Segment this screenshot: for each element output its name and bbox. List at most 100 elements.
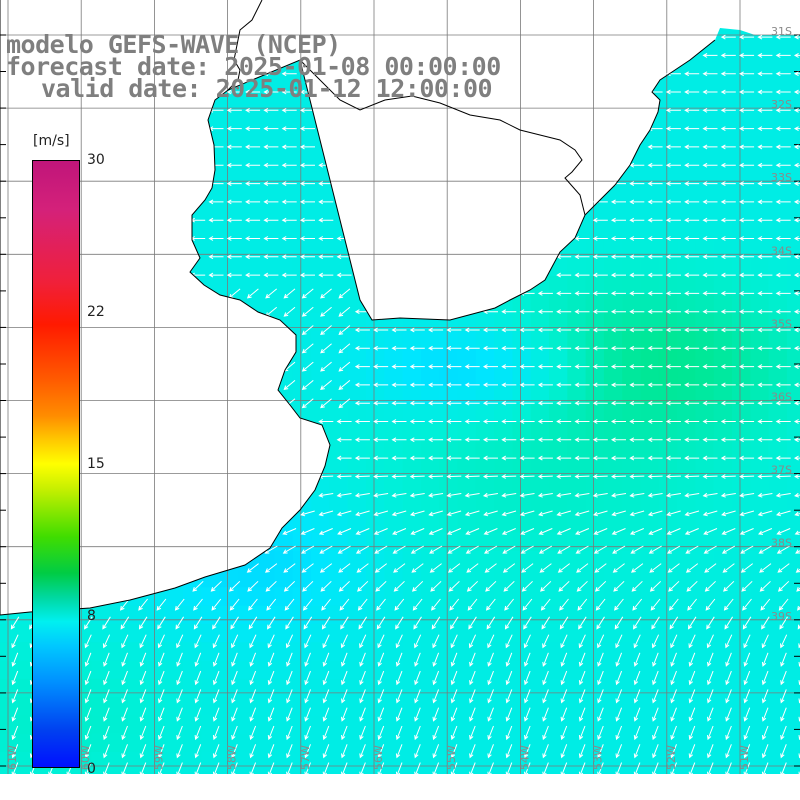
wind-arrow [757,89,773,95]
wind-arrow [354,437,370,443]
wind-arrow [538,528,553,535]
wind-arrow [630,563,644,573]
wind-arrow [705,598,716,611]
wind-arrow [519,382,535,388]
wind-arrow [226,236,242,241]
wind-arrow [592,217,608,223]
wind-arrow [592,455,608,461]
wind-arrow [670,634,678,649]
wind-arrow [615,670,623,686]
wind-arrow [501,419,517,424]
wind-arrow [610,400,626,406]
wind-arrow [281,236,297,241]
wind-arrow [578,725,586,741]
wind-arrow [666,528,681,535]
wind-arrow [611,528,626,535]
wind-arrow [629,199,645,205]
wind-arrow [757,34,773,40]
wind-arrow [702,181,718,186]
wind-arrow [301,361,314,372]
lat-label-38S: 38S [771,537,792,550]
wind-arrow [318,528,333,535]
wind-arrow [520,545,534,554]
wind-arrow [431,598,441,611]
lon-label-54W: 54W [518,745,531,770]
wind-arrow [592,236,608,241]
wind-arrow [596,616,605,630]
wind-arrow [469,652,476,667]
wind-arrow [597,744,604,759]
wind-arrow [501,455,517,461]
wind-arrow [739,382,755,388]
wind-arrow [537,437,553,443]
wind-arrow [521,580,533,592]
wind-arrow [395,634,403,649]
wind-arrow [373,474,389,479]
wind-arrow [615,652,623,667]
wind-arrow [613,580,625,592]
wind-arrow [341,689,348,704]
wind-arrow [139,707,147,722]
wind-arrow [556,382,572,388]
wind-arrow [267,689,275,704]
wind-arrow [538,510,553,517]
wind-arrow [501,510,517,517]
wind-arrow [684,309,700,315]
wind-arrow [556,290,572,296]
wind-arrow [702,419,718,424]
wind-arrow [793,89,800,95]
wind-arrow [720,492,736,498]
wind-arrow [469,725,476,741]
wind-arrow [721,528,736,535]
wind-arrow [720,34,736,40]
wind-arrow [263,217,279,223]
wind-arrow [281,107,297,113]
wind-arrow [414,652,421,667]
wind-arrow [450,707,458,722]
wind-arrow [84,634,92,649]
wind-arrow [285,616,294,630]
wind-arrow [226,107,242,113]
wind-arrow [578,762,586,777]
wind-arrow [410,528,425,535]
wind-arrow [176,689,183,704]
lon-label-59W: 59W [152,745,165,770]
wind-arrow [702,290,718,296]
wind-arrow [320,398,332,409]
wind-arrow [775,126,791,132]
wind-arrow [725,744,732,759]
wind-arrow [281,217,297,223]
wind-arrow [687,598,697,611]
wind-arrow [720,53,736,58]
wind-arrow [556,364,572,369]
wind-arrow [299,181,315,186]
wind-arrow [649,563,662,573]
wind-arrow [338,343,351,354]
wind-arrow [482,455,498,461]
wind-arrow [355,510,370,517]
wind-arrow [484,563,497,573]
wind-arrow [304,744,311,759]
wind-arrow [757,345,773,351]
wind-arrow [684,528,699,535]
wind-arrow [574,272,590,278]
wind-arrow [702,162,718,168]
wind-arrow [684,254,700,260]
wind-arrow [301,288,314,299]
wind-arrow [448,580,460,592]
wind-arrow [757,254,773,260]
wind-arrow [464,364,480,369]
wind-arrow [194,634,202,649]
wind-arrow [757,181,773,186]
wind-arrow [482,437,498,443]
wind-arrow [103,707,110,722]
wind-arrow [775,236,791,241]
wind-arrow [228,580,241,592]
wind-arrow [84,652,92,667]
wind-arrow [629,254,645,260]
wind-arrow [519,455,535,461]
wind-arrow [301,398,314,409]
wind-arrow [629,455,645,461]
wind-arrow [519,400,535,406]
wind-arrow [359,670,366,686]
